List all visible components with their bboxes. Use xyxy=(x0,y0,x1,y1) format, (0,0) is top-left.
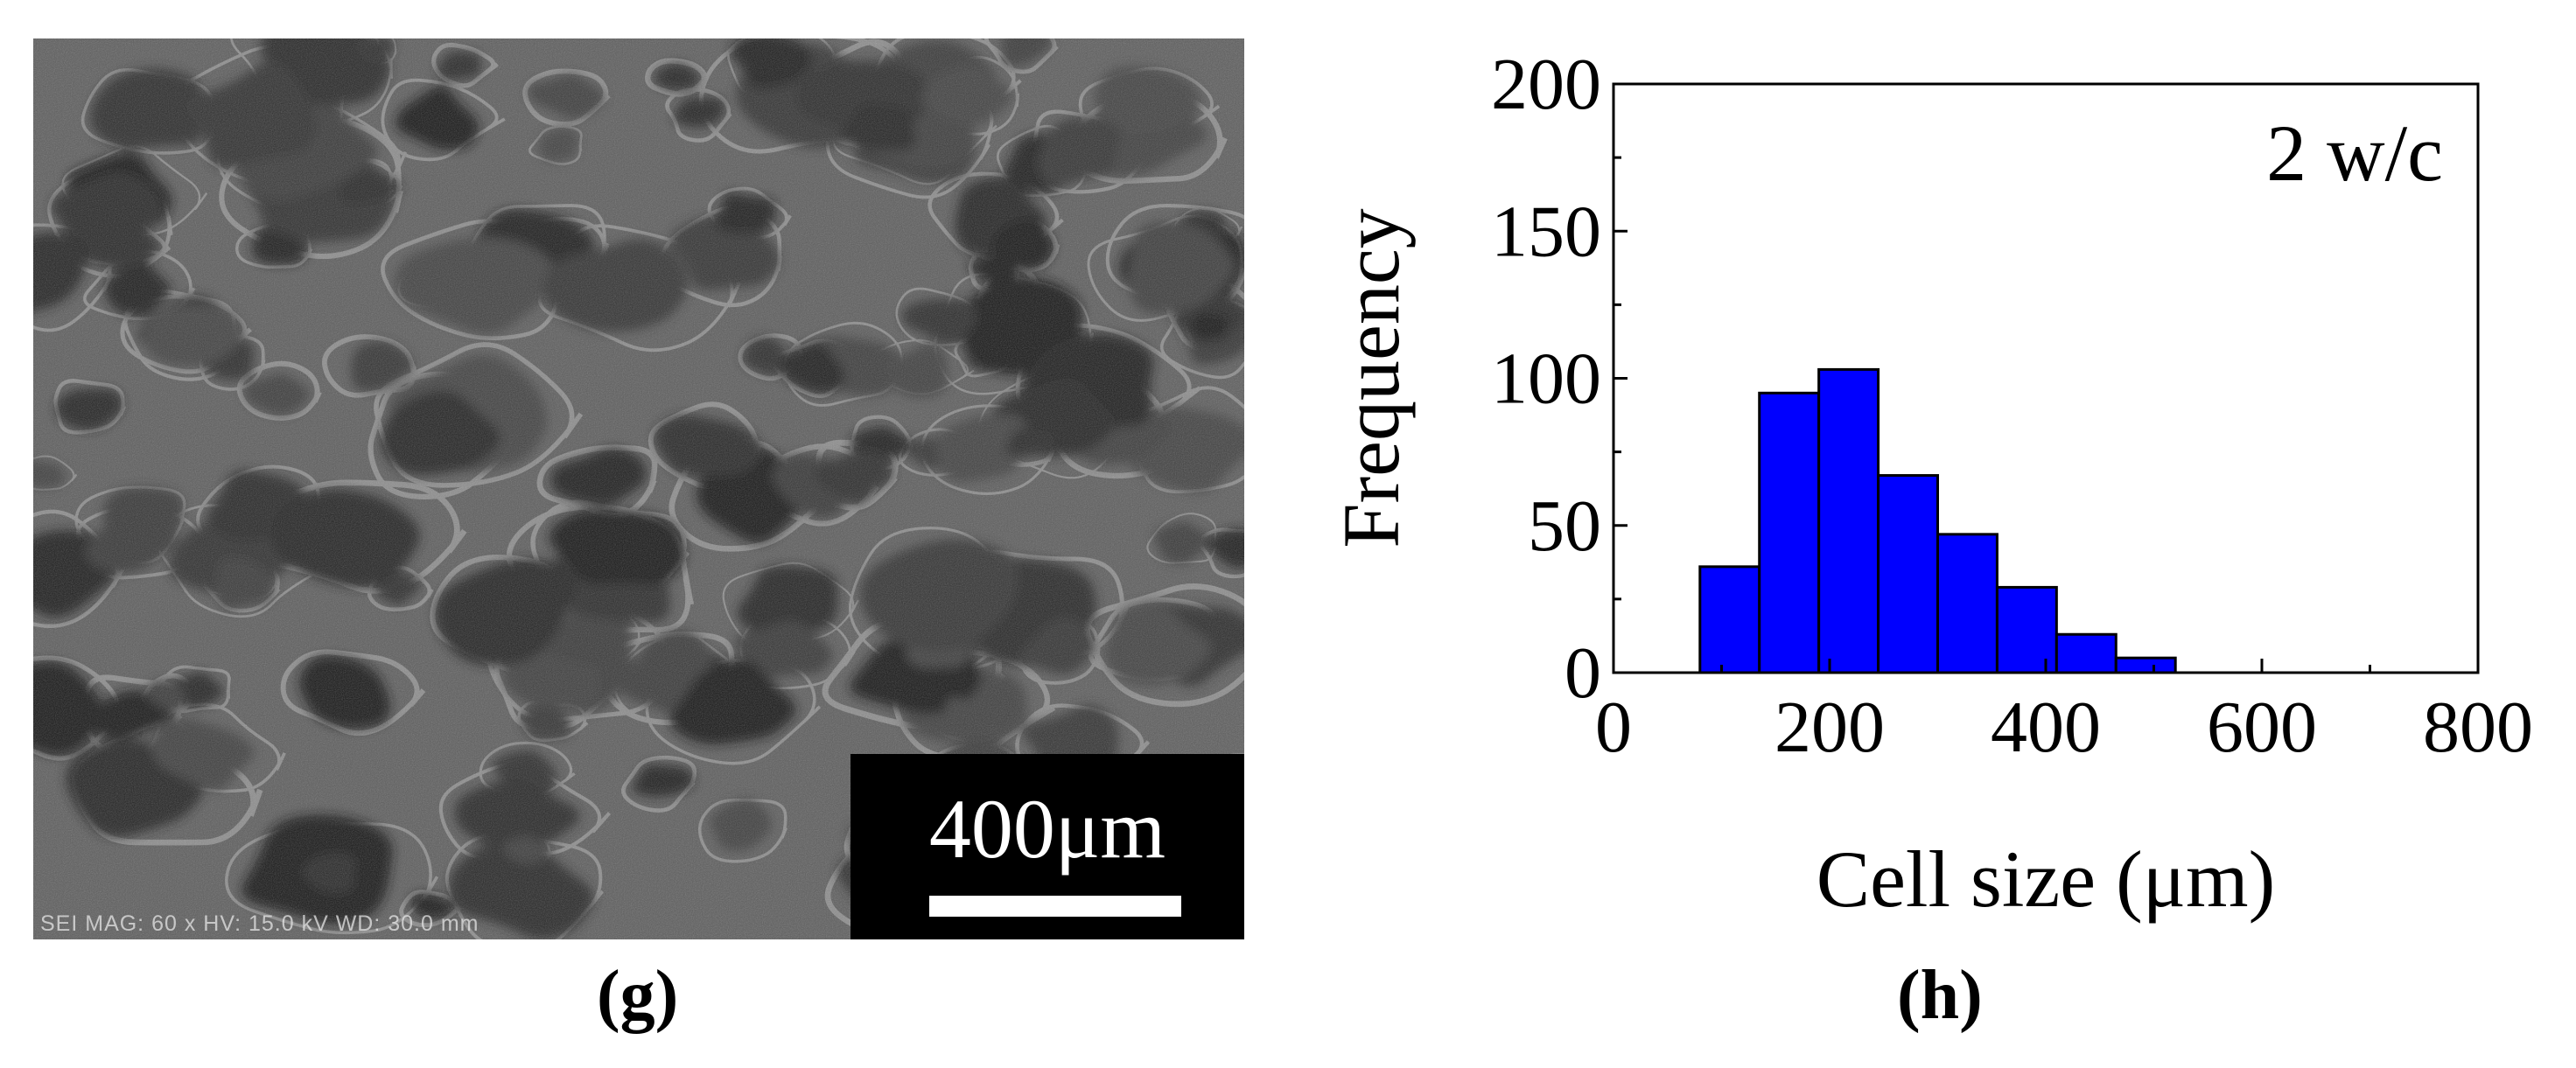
scale-bar xyxy=(929,896,1181,917)
panel-label-g: (g) xyxy=(597,957,679,1034)
histogram-bar-2 xyxy=(1758,391,1821,674)
y-tick-label-150: 150 xyxy=(1491,191,1601,272)
y-tick-label-0: 0 xyxy=(1564,632,1601,714)
histogram-bar-5 xyxy=(1936,533,1998,674)
x-tick-label-0: 0 xyxy=(1595,687,1632,768)
y-tick-label-50: 50 xyxy=(1528,485,1601,567)
x-tick-label-600: 600 xyxy=(2207,687,2317,768)
cell-size-histogram: 0 200 400 600 800 0 50 100 150 200 2 w/c Cell siz… xyxy=(1326,44,2533,924)
x-axis-title: Cell size (μm) xyxy=(1816,834,2276,924)
sem-micrograph: 400μm SEI MAG: 60 x HV: 15.0 kV WD: 30.0… xyxy=(33,38,1244,939)
histogram-bar-3 xyxy=(1817,367,1880,674)
histogram-bar-7 xyxy=(2054,632,2118,674)
histogram-bar-6 xyxy=(1995,585,2058,674)
sem-texture xyxy=(33,38,1244,939)
x-tick-label-200: 200 xyxy=(1774,687,1885,768)
y-tick-label-100: 100 xyxy=(1491,339,1601,420)
panel-label-h: (h) xyxy=(1897,957,1983,1034)
y-tick-label-200: 200 xyxy=(1491,44,1601,125)
scale-bar-label: 400μm xyxy=(928,782,1166,876)
chart-annotation: 2 w/c xyxy=(2266,108,2443,198)
scale-bar-box: 400μm xyxy=(850,754,1244,939)
x-tick-label-400: 400 xyxy=(1991,687,2101,768)
axis-ticks xyxy=(1612,82,2480,674)
histogram-bars xyxy=(1698,367,2177,674)
sem-info-text: SEI MAG: 60 x HV: 15.0 kV WD: 30.0 mm xyxy=(40,911,480,936)
tick-labels: 0 200 400 600 800 0 50 100 150 200 xyxy=(1491,44,2533,768)
y-axis-title: Frequency xyxy=(1326,208,1416,548)
x-tick-label-800: 800 xyxy=(2423,687,2533,768)
histogram-bar-8 xyxy=(2114,656,2177,674)
histogram-bar-4 xyxy=(1877,474,1940,674)
histogram-bar-1 xyxy=(1698,565,1761,674)
